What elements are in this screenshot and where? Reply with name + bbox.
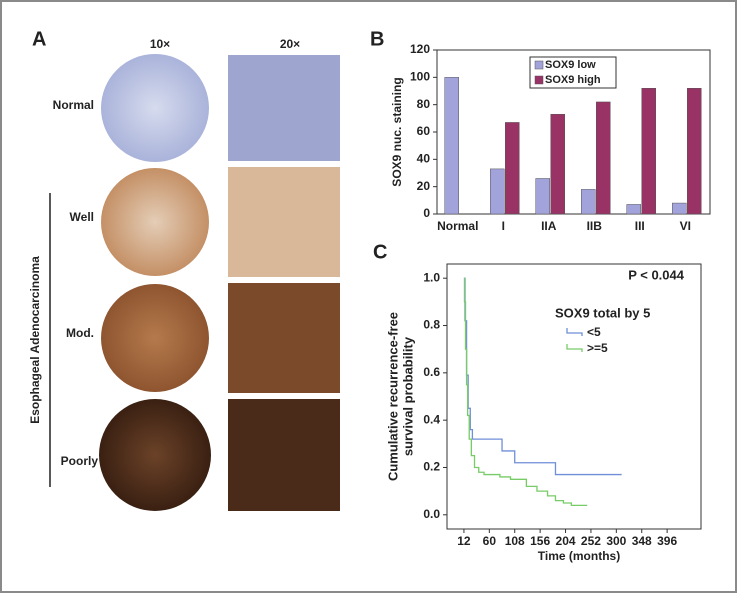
x-tick-label: IIB [587,219,603,233]
y-tick-label: 0.4 [423,412,440,426]
row-label: Well [70,210,94,224]
tissue-core [101,168,209,276]
legend-swatch [566,344,583,352]
annotation: P < 0.044 [628,267,685,282]
bar [687,88,702,215]
y-tick-label: 120 [410,42,430,56]
y-tick-label: 1.0 [423,270,440,284]
micrograph [228,55,340,161]
y-tick-label: 20 [417,179,431,193]
bar [535,178,550,215]
legend-label: <5 [587,325,601,339]
y-tick-label: 100 [410,70,430,84]
x-tick-label: 156 [530,534,550,548]
bar [581,189,596,215]
tissue-core [101,54,209,162]
x-tick-label: 204 [556,534,576,548]
tissue-core [101,284,209,392]
x-tick-label: IIA [541,219,557,233]
legend-swatch [534,60,544,70]
y-tick-label: 80 [417,97,431,111]
panel-a: A 10× 20× Normal Well Mod. Poorly Esopha… [28,28,340,511]
y-axis-label: survival probability [400,336,415,456]
panel-label: A [32,28,46,50]
bar [596,101,611,215]
x-tick-label: I [502,219,505,233]
micrograph [228,283,340,393]
bar [444,77,459,215]
panel-label: B [370,28,384,50]
legend-label: SOX9 high [545,74,601,86]
bar [490,168,505,215]
survival-curve [463,277,622,476]
legend-label: SOX9 low [545,59,596,71]
tissue-core [99,399,211,511]
y-tick-label: 60 [417,124,431,138]
x-tick-label: VI [680,219,691,233]
panel-label: C [373,241,387,263]
x-tick-label: 300 [606,534,626,548]
legend-box [529,56,617,89]
bar [505,122,520,215]
y-axis-label: Cumulative recurrence-free [385,312,400,481]
x-tick-label: 60 [483,534,497,548]
y-tick-label: 0.2 [423,460,440,474]
x-tick-label: III [635,219,645,233]
bar [626,204,641,215]
y-tick-label: 0.6 [423,365,440,379]
y-tick-label: 0 [423,206,430,220]
legend-label: >=5 [587,341,608,355]
x-tick-label: 12 [457,534,471,548]
bar [641,88,656,215]
row-label: Mod. [66,326,94,340]
x-tick-label: 108 [505,534,525,548]
bar [550,113,565,215]
micrograph [228,399,340,511]
x-tick-label: 252 [581,534,601,548]
survival-curve [463,277,588,506]
legend-swatch [566,328,583,336]
y-tick-label: 0.0 [423,507,440,521]
column-header: 20× [280,37,300,51]
x-tick-label: 396 [657,534,677,548]
plot-frame [446,263,702,530]
x-tick-label: 348 [632,534,652,548]
y-tick-label: 40 [417,152,431,166]
legend-swatch [534,75,544,85]
legend-title: SOX9 total by 5 [555,305,650,320]
micrograph [228,167,340,277]
y-tick-label: 0.8 [423,318,440,332]
bar [672,202,687,215]
group-label: Esophageal Adenocarcinoma [28,256,42,424]
row-label: Poorly [61,454,99,468]
row-label: Normal [53,98,94,112]
x-axis-label: Time (months) [538,549,620,563]
y-axis-label: SOX9 nuc. staining [390,77,404,186]
x-tick-label: Normal [437,219,478,233]
column-header: 10× [150,37,170,51]
